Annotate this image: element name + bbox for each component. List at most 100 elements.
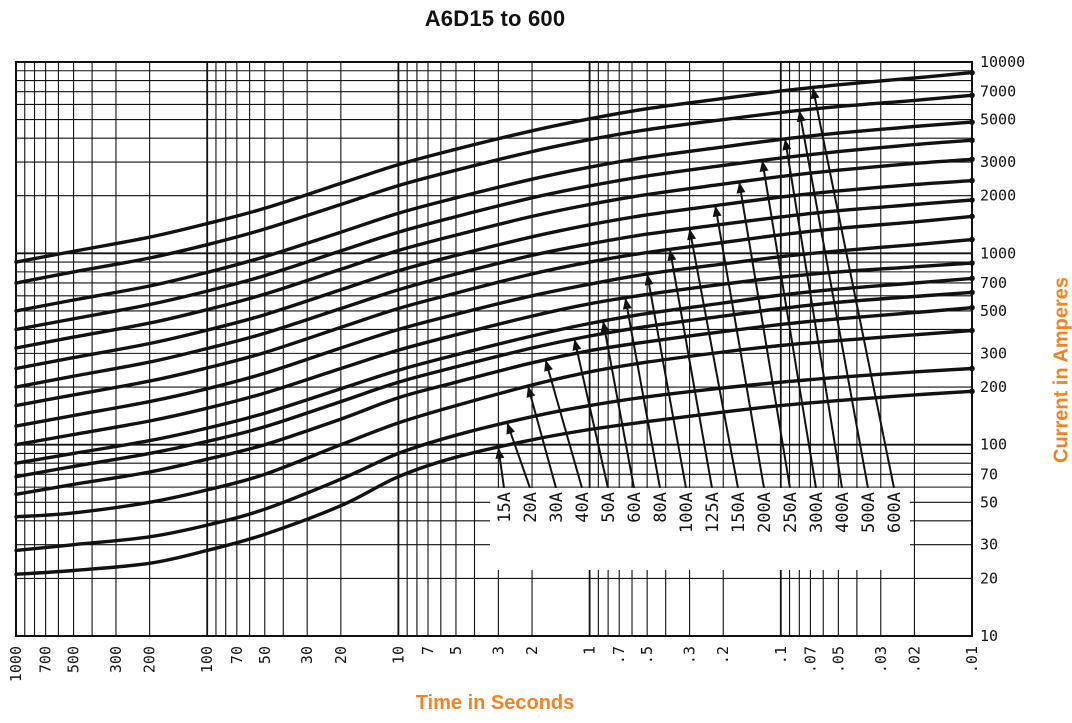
x-tick-labels: 1000 700 500 300 200 100 70 50 30 20 10 7 5 3 2 1 .7 .5 .3… — [7, 646, 981, 682]
curve-80a — [14, 261, 974, 447]
x-tick-label: 1000 — [7, 646, 25, 682]
leader-arrowhead — [544, 359, 553, 372]
x-tick-label: .3 — [681, 646, 699, 664]
leader-arrowhead — [810, 87, 820, 100]
curve-endpoint — [969, 92, 975, 99]
x-tick-label: 10 — [389, 646, 407, 664]
leader-arrowhead — [667, 249, 677, 262]
leader-arrowhead — [572, 339, 582, 351]
x-tick-label: 7 — [419, 646, 437, 655]
leader-arrowhead — [796, 110, 806, 123]
leader-line — [784, 138, 843, 489]
leader-line — [602, 320, 635, 489]
x-tick-label: 2 — [523, 646, 541, 655]
curve-100a — [14, 237, 974, 428]
curve-endpoint — [969, 197, 975, 203]
curve-label-60a: 60A — [625, 492, 645, 523]
curve-label-600a: 600A — [885, 492, 905, 533]
curve-endpoint — [969, 365, 975, 372]
leader-arrowhead — [736, 182, 746, 194]
x-axis-label: Time in Seconds — [415, 692, 575, 714]
x-tick-label: 30 — [298, 646, 316, 664]
leader-line — [527, 385, 557, 489]
y-tick-labels: 10000 7000 5000 3000 2000 1000 700 500 300 200 100… — [980, 53, 1025, 645]
curve-30a — [14, 328, 974, 519]
x-tick-label: 50 — [256, 646, 274, 664]
leader-line — [714, 205, 765, 489]
curve-label-40a: 40A — [573, 492, 593, 523]
curve-label-400a: 400A — [833, 492, 853, 533]
curve-300a — [14, 138, 974, 332]
x-tick-label: 1 — [581, 646, 599, 655]
curve-500a — [14, 93, 974, 285]
leader-arrowhead — [759, 160, 769, 172]
curve-15a — [14, 389, 974, 576]
leader-line — [506, 422, 531, 489]
x-tick-label: .1 — [772, 646, 790, 664]
curve-label-100a: 100A — [677, 492, 697, 533]
x-tick-label: 100 — [198, 646, 216, 673]
x-tick-label: .7 — [610, 646, 628, 664]
curve-label-80a: 80A — [651, 492, 671, 523]
leader-line — [798, 110, 869, 489]
leader-line — [624, 297, 661, 489]
x-tick-label: 500 — [65, 646, 83, 673]
x-tick-label: .02 — [905, 646, 923, 673]
y-tick-label: 700 — [980, 274, 1007, 292]
y-tick-label: 300 — [980, 344, 1007, 362]
curve-endpoint — [969, 260, 975, 266]
curve-150a — [14, 198, 974, 389]
y-tick-label: 1000 — [980, 244, 1016, 262]
curve-label-300a: 300A — [807, 492, 827, 533]
x-tick-label: .05 — [829, 646, 847, 673]
curve-20a — [14, 366, 974, 553]
curve-endpoint — [969, 304, 975, 311]
curve-endpoint — [969, 275, 975, 282]
x-tick-label: 3 — [489, 646, 507, 655]
curve-leaders — [495, 87, 895, 489]
leader-line — [646, 273, 687, 489]
curve-200a — [14, 178, 974, 371]
curve-endpoint — [969, 69, 975, 76]
curve-label-150a: 150A — [729, 492, 749, 533]
leader-line — [738, 181, 791, 489]
curve-label-200a: 200A — [755, 492, 775, 533]
y-tick-label: 70 — [980, 465, 998, 483]
x-tick-label: 70 — [228, 646, 246, 664]
leader-arrowhead — [526, 386, 536, 398]
y-tick-label: 5000 — [980, 111, 1016, 129]
x-tick-label: 5 — [447, 646, 465, 655]
leader-arrowhead — [687, 228, 697, 241]
leader-arrowhead — [622, 297, 632, 310]
curve-endpoint — [969, 213, 975, 220]
leader-line — [688, 228, 739, 489]
curve-label-15a: 15A — [495, 492, 515, 523]
y-tick-label: 200 — [980, 378, 1007, 396]
chart-title: A6D15 to 600 — [424, 6, 566, 31]
leader-line — [544, 359, 583, 489]
curve-label-30a: 30A — [547, 492, 567, 523]
y-tick-label: 3000 — [980, 153, 1016, 171]
x-tick-label: 300 — [107, 646, 125, 673]
x-tick-label: 20 — [332, 646, 350, 664]
x-tick-label: 700 — [37, 646, 55, 673]
curve-50a — [14, 290, 974, 479]
curve-600a — [14, 70, 974, 264]
curve-endpoint — [969, 137, 975, 144]
curve-endpoint — [969, 388, 975, 395]
curve-endpoint — [969, 289, 975, 296]
curve-label-125a: 125A — [703, 492, 723, 533]
curve-250a — [14, 157, 974, 350]
y-axis-label: Current in Amperes — [1050, 277, 1072, 463]
curve-endpoint — [969, 177, 975, 184]
y-tick-label: 7000 — [980, 83, 1016, 101]
y-tick-label: 50 — [980, 493, 998, 511]
curve-endpoint — [969, 156, 975, 163]
y-tick-label: 10 — [980, 627, 998, 645]
x-tick-label: .5 — [638, 646, 656, 664]
curve-endpoint — [969, 119, 975, 125]
curve-125a — [14, 214, 974, 408]
y-tick-label: 20 — [980, 569, 998, 587]
leader-line — [668, 249, 713, 489]
